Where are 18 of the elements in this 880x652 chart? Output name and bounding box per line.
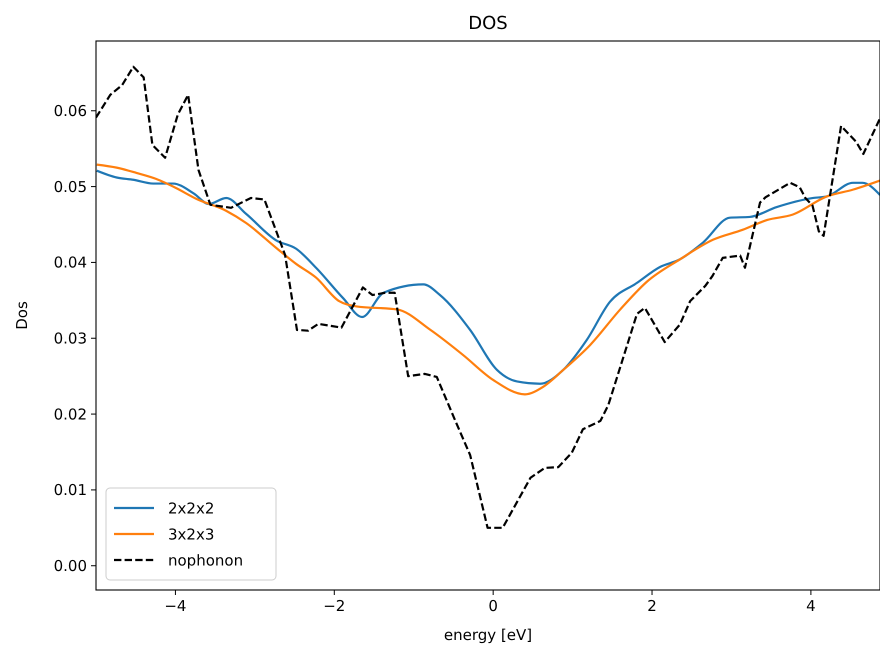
x-tick-label: 2: [647, 597, 657, 615]
x-tick-label: −2: [323, 597, 346, 615]
x-tick-label: 0: [488, 597, 498, 615]
chart-title: DOS: [468, 13, 508, 34]
x-axis-title: energy [eV]: [444, 626, 532, 644]
y-tick-label: 0.04: [54, 254, 87, 272]
y-tick-label: 0.06: [54, 102, 87, 120]
x-tick-label: 4: [806, 597, 816, 615]
legend-label: 2x2x2: [168, 499, 214, 518]
y-tick-label: 0.05: [54, 178, 87, 196]
y-tick-label: 0.02: [54, 405, 87, 424]
legend-label: nophonon: [168, 551, 244, 570]
y-tick-label: 0.01: [54, 481, 87, 500]
x-tick-label: −4: [164, 597, 186, 615]
legend-label: 3x2x3: [168, 525, 214, 544]
y-tick-label: 0.00: [54, 556, 87, 575]
y-tick-label: 0.03: [54, 330, 87, 348]
y-axis-title: Dos: [13, 301, 31, 330]
